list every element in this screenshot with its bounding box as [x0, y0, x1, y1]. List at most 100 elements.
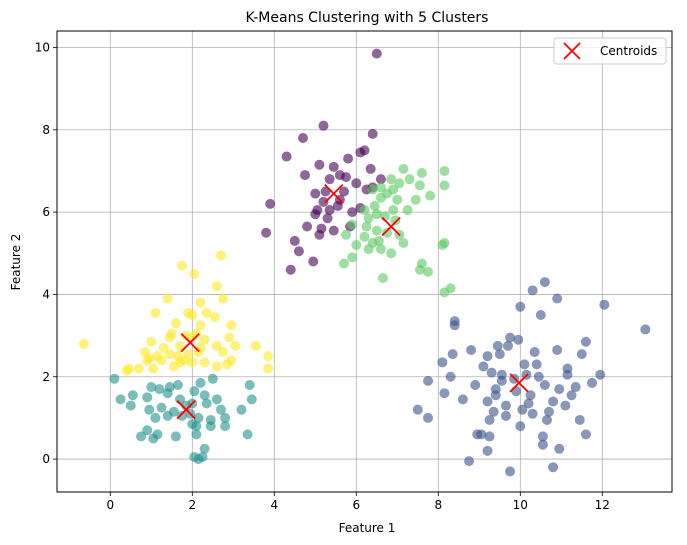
data-point-cluster-2 [127, 390, 138, 401]
data-point-cluster-3 [410, 194, 421, 205]
data-point-cluster-4 [195, 320, 206, 331]
data-point-cluster-1 [535, 310, 546, 321]
y-tick-label: 4 [42, 287, 50, 301]
centroid-stroke [176, 400, 196, 420]
data-point-cluster-3 [414, 264, 425, 275]
data-point-cluster-1 [470, 379, 481, 390]
x-tick-label: 0 [106, 498, 114, 512]
x-axis-label: Feature 1 [339, 521, 396, 535]
data-point-cluster-0 [298, 133, 308, 144]
data-point-cluster-1 [423, 412, 434, 423]
x-axis-ticks: 0 2 4 6 8 10 12 [106, 492, 610, 512]
data-point-cluster-2 [236, 404, 247, 415]
data-point-cluster-1 [503, 340, 513, 351]
data-point-cluster-3 [398, 237, 409, 248]
data-point-cluster-1 [492, 340, 503, 351]
data-point-cluster-1 [574, 414, 585, 425]
x-tick-label: 6 [352, 498, 360, 512]
data-point-cluster-1 [552, 344, 563, 355]
data-point-cluster-3 [359, 205, 370, 216]
data-point-cluster-1 [478, 361, 489, 372]
data-point-cluster-1 [548, 396, 559, 407]
data-point-cluster-2 [142, 425, 153, 436]
data-point-cluster-3 [371, 225, 382, 236]
data-point-cluster-1 [439, 388, 450, 399]
data-point-cluster-0 [285, 264, 296, 275]
data-point-cluster-4 [195, 342, 206, 353]
data-point-cluster-4 [222, 359, 233, 370]
data-point-cluster-1 [599, 299, 610, 310]
y-tick-label: 8 [42, 123, 50, 137]
data-point-cluster-2 [211, 394, 222, 405]
data-points [78, 48, 651, 477]
data-point-cluster-2 [195, 377, 206, 388]
data-point-cluster-1 [412, 404, 423, 415]
data-point-cluster-1 [472, 429, 483, 440]
data-point-cluster-4 [224, 332, 235, 343]
data-point-cluster-0 [365, 163, 376, 174]
data-point-cluster-1 [525, 390, 536, 401]
data-point-cluster-2 [150, 412, 161, 423]
data-point-cluster-1 [437, 357, 448, 368]
centroid-markers [176, 183, 529, 420]
y-tick-label: 6 [42, 205, 50, 219]
data-point-cluster-3 [402, 205, 413, 216]
data-point-cluster-0 [341, 172, 352, 183]
data-point-cluster-1 [580, 336, 591, 347]
data-point-cluster-4 [172, 351, 183, 362]
data-point-cluster-2 [115, 394, 126, 405]
data-point-cluster-4 [177, 260, 188, 271]
data-point-cluster-0 [302, 221, 313, 232]
data-point-cluster-4 [195, 297, 206, 308]
data-point-cluster-1 [537, 431, 548, 442]
data-point-cluster-4 [168, 361, 179, 372]
data-point-cluster-4 [250, 340, 261, 351]
data-point-cluster-3 [404, 174, 415, 185]
data-point-cluster-3 [351, 240, 362, 251]
data-point-cluster-4 [134, 363, 144, 374]
data-point-cluster-1 [527, 285, 538, 296]
data-point-cluster-1 [519, 359, 530, 370]
data-point-cluster-4 [150, 307, 161, 318]
data-point-cluster-4 [263, 351, 274, 362]
data-point-cluster-0 [314, 159, 325, 170]
data-point-cluster-1 [531, 359, 542, 370]
data-point-cluster-4 [211, 281, 222, 292]
data-point-cluster-4 [148, 363, 159, 374]
data-point-cluster-3 [371, 209, 382, 220]
data-point-cluster-1 [544, 406, 554, 417]
data-point-cluster-1 [515, 301, 526, 312]
data-point-cluster-3 [375, 182, 386, 193]
data-point-cluster-2 [244, 379, 255, 390]
data-point-cluster-0 [289, 235, 300, 246]
data-point-cluster-3 [361, 221, 372, 232]
data-point-cluster-0 [324, 205, 335, 216]
data-point-cluster-1 [548, 462, 559, 473]
data-point-cluster-1 [541, 414, 552, 425]
data-point-cluster-1 [496, 375, 507, 386]
centroid-stroke [324, 183, 344, 204]
data-point-cluster-0 [351, 178, 362, 189]
data-point-cluster-3 [369, 200, 380, 211]
data-point-cluster-3 [373, 235, 384, 246]
data-point-cluster-2 [193, 412, 204, 423]
data-point-cluster-3 [359, 231, 370, 242]
data-point-cluster-1 [517, 404, 528, 415]
centroid-marker [509, 373, 529, 393]
data-point-cluster-1 [533, 371, 544, 382]
data-point-cluster-2 [220, 421, 231, 432]
data-point-cluster-0 [308, 256, 319, 267]
data-point-cluster-4 [199, 357, 210, 368]
data-point-cluster-0 [328, 225, 339, 236]
data-point-cluster-2 [191, 429, 202, 440]
data-point-cluster-4 [158, 342, 169, 353]
data-point-cluster-3 [425, 190, 436, 201]
data-point-cluster-1 [576, 349, 587, 360]
data-point-cluster-3 [386, 174, 397, 185]
centroid-stroke [509, 373, 529, 393]
data-point-cluster-1 [500, 400, 511, 411]
data-point-cluster-2 [201, 398, 212, 409]
data-point-cluster-1 [449, 320, 460, 331]
data-point-cluster-3 [367, 184, 378, 195]
